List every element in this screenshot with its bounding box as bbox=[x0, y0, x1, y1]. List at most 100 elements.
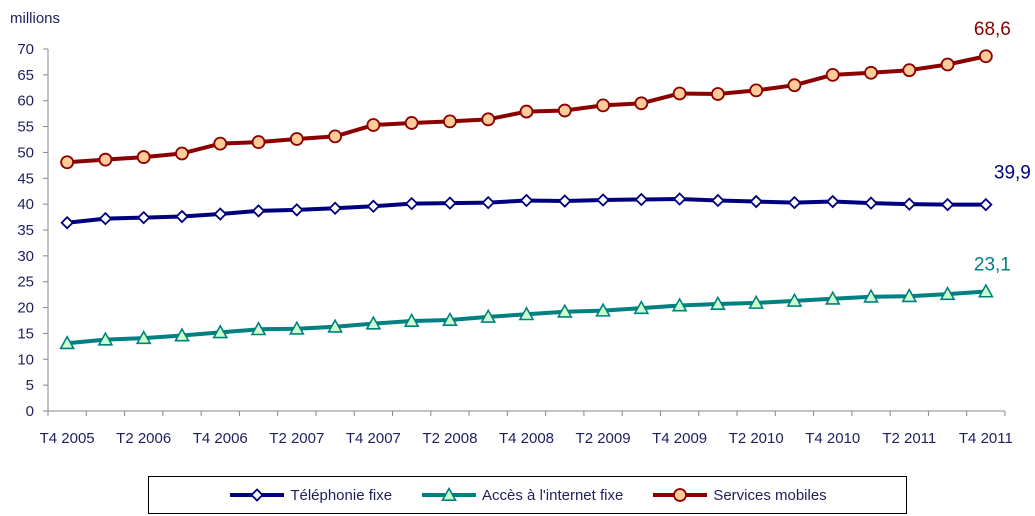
legend-swatch bbox=[230, 488, 285, 502]
y-axis-unit: millions bbox=[10, 10, 60, 27]
data-point bbox=[365, 315, 382, 330]
end-value-label: 39,9 bbox=[994, 163, 1031, 184]
data-point bbox=[672, 192, 687, 206]
data-point bbox=[519, 104, 534, 119]
data-point bbox=[519, 193, 534, 208]
x-tick-label: T4 2006 bbox=[193, 430, 248, 447]
y-tick-label: 50 bbox=[17, 144, 34, 161]
data-point bbox=[212, 324, 229, 339]
data-point bbox=[250, 321, 267, 336]
data-point bbox=[175, 146, 189, 161]
data-point bbox=[328, 129, 343, 144]
data-point bbox=[97, 331, 114, 346]
data-point bbox=[787, 78, 802, 93]
data-point bbox=[595, 302, 611, 317]
data-point bbox=[786, 292, 803, 307]
data-point bbox=[251, 135, 266, 149]
series-layer bbox=[59, 49, 994, 350]
data-point bbox=[366, 199, 381, 213]
data-point bbox=[864, 196, 878, 210]
data-point bbox=[289, 132, 304, 146]
data-point bbox=[175, 209, 189, 224]
data-point bbox=[902, 63, 917, 78]
series-0 bbox=[60, 192, 993, 230]
data-point bbox=[290, 203, 304, 217]
data-point bbox=[443, 114, 457, 129]
x-tick-label: T2 2008 bbox=[422, 430, 477, 447]
data-point bbox=[749, 194, 763, 209]
data-point bbox=[59, 335, 75, 350]
data-point bbox=[60, 155, 75, 170]
data-point bbox=[902, 197, 917, 211]
data-point bbox=[403, 312, 420, 328]
data-point bbox=[213, 207, 228, 221]
data-point bbox=[136, 210, 151, 225]
data-point bbox=[901, 288, 918, 303]
data-point bbox=[288, 320, 305, 335]
data-point bbox=[711, 87, 725, 101]
data-point bbox=[940, 57, 955, 72]
data-point bbox=[672, 86, 687, 101]
data-point bbox=[863, 288, 879, 303]
x-tick-label: T4 2011 bbox=[959, 430, 1013, 447]
series-1 bbox=[59, 283, 994, 350]
data-point bbox=[748, 294, 765, 309]
legend-item: Services mobiles bbox=[651, 487, 827, 504]
legend-swatch-marker bbox=[250, 488, 265, 502]
data-point bbox=[633, 299, 650, 315]
y-tick-label: 20 bbox=[17, 300, 34, 317]
data-point bbox=[825, 194, 840, 209]
axes: millions 0 5 10 15 20 25 30 35 40 45 50 55 60 65 70 T4 2… bbox=[10, 10, 1013, 447]
x-tick-label: T2 2010 bbox=[729, 430, 784, 447]
data-point bbox=[978, 49, 993, 64]
data-point bbox=[939, 285, 956, 301]
data-point bbox=[135, 329, 152, 345]
series-2 bbox=[60, 49, 993, 170]
data-point bbox=[557, 103, 572, 118]
data-point bbox=[404, 196, 419, 211]
legend-swatch bbox=[422, 487, 477, 501]
x-tick-label: T4 2008 bbox=[499, 430, 554, 447]
data-point bbox=[634, 192, 649, 207]
y-tick-label: 10 bbox=[17, 351, 34, 368]
y-tick-label: 5 bbox=[26, 377, 34, 394]
data-point bbox=[480, 308, 497, 323]
data-point bbox=[481, 112, 496, 127]
data-point bbox=[634, 96, 649, 111]
y-tick-label: 0 bbox=[26, 403, 34, 420]
data-point bbox=[671, 297, 688, 312]
data-point bbox=[940, 197, 955, 212]
data-point bbox=[327, 318, 343, 333]
legend-label: Téléphonie fixe bbox=[290, 486, 393, 504]
legend-swatch bbox=[653, 488, 708, 502]
data-point bbox=[366, 118, 381, 132]
y-tick-label: 15 bbox=[17, 325, 34, 342]
data-point bbox=[711, 193, 725, 208]
legend: Téléphonie fixe Accès à l'internet fixe Se… bbox=[148, 476, 907, 514]
x-tick-label: T4 2010 bbox=[805, 430, 860, 447]
data-point bbox=[60, 215, 74, 230]
legend-label: Accès à l'internet fixe bbox=[482, 486, 624, 504]
legend-swatch-marker bbox=[673, 488, 688, 502]
y-tick-label: 25 bbox=[17, 274, 34, 291]
data-point bbox=[710, 295, 726, 310]
data-point bbox=[174, 327, 190, 342]
x-tick-label: T2 2011 bbox=[882, 430, 936, 447]
data-point bbox=[213, 136, 228, 151]
x-tick-label: T4 2009 bbox=[652, 430, 707, 447]
data-point bbox=[251, 204, 266, 218]
end-value-label: 68,6 bbox=[974, 19, 1011, 40]
x-tick-label: T4 2007 bbox=[346, 430, 401, 447]
x-tick-label: T2 2006 bbox=[116, 430, 171, 447]
y-tick-label: 40 bbox=[17, 196, 34, 213]
x-tick-label: T2 2009 bbox=[576, 430, 631, 447]
legend-item: Téléphonie fixe bbox=[228, 487, 392, 504]
data-point bbox=[787, 195, 802, 210]
end-labels: 39,9 23,1 68,6 bbox=[974, 19, 1031, 275]
data-point bbox=[864, 65, 878, 80]
y-tick-label: 70 bbox=[17, 41, 34, 58]
data-point bbox=[442, 311, 458, 326]
data-point bbox=[558, 194, 572, 208]
data-point bbox=[749, 83, 764, 98]
